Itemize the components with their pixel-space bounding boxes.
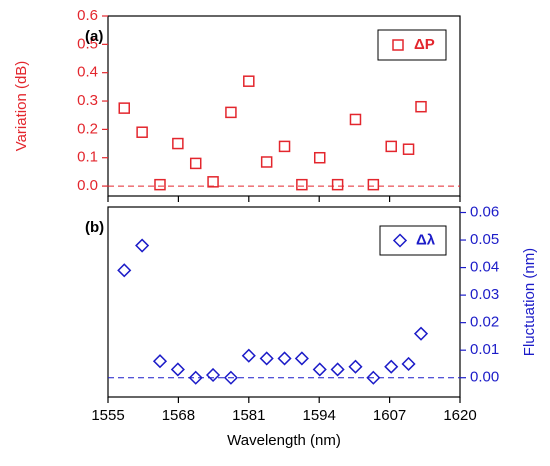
marker <box>294 351 309 366</box>
marker <box>385 140 397 153</box>
marker <box>384 359 399 374</box>
y-tick-label: 0.3 <box>77 92 98 109</box>
legend-box <box>377 29 447 61</box>
marker <box>331 178 344 191</box>
marker <box>348 359 363 374</box>
marker <box>296 178 308 191</box>
x-tick-label: 1568 <box>162 407 195 424</box>
x-tick-label: 1594 <box>303 407 336 424</box>
plot-frame <box>107 206 461 398</box>
marker <box>401 356 416 372</box>
marker <box>313 151 326 164</box>
x-tick-label: 1620 <box>443 407 476 424</box>
legend-label: ΔP <box>414 36 435 53</box>
panel-label: (b) <box>85 219 104 236</box>
y-tick-label: 0.00 <box>470 369 499 386</box>
marker <box>188 370 203 385</box>
y-tick-label: 0.5 <box>77 35 98 52</box>
marker <box>367 178 380 191</box>
marker <box>277 351 292 366</box>
legend-label: Δλ <box>416 231 436 248</box>
marker <box>136 126 148 138</box>
marker <box>205 367 221 383</box>
x-axis-label: Wavelength (nm) <box>227 432 341 449</box>
x-tick-label: 1555 <box>91 407 124 424</box>
marker <box>189 157 202 170</box>
y-axis-label: Variation (dB) <box>13 61 30 152</box>
y-tick-label: 0.2 <box>77 120 98 137</box>
marker <box>223 370 238 385</box>
marker <box>243 75 255 87</box>
y-tick-label: 0.05 <box>470 231 499 248</box>
plot-frame <box>107 15 461 197</box>
marker <box>170 362 185 377</box>
y-tick-label: 0.06 <box>470 203 499 220</box>
y-tick-label: 0.01 <box>470 341 499 358</box>
y-tick-label: 0.1 <box>77 149 98 166</box>
legend-marker <box>392 39 404 51</box>
x-tick-label: 1581 <box>232 407 265 424</box>
marker <box>118 102 130 114</box>
marker <box>349 113 362 126</box>
y-tick-label: 0.04 <box>470 259 499 276</box>
panel-label: (a) <box>85 28 103 45</box>
marker <box>278 140 291 153</box>
y-tick-label: 0.03 <box>470 286 499 303</box>
marker <box>207 176 219 188</box>
marker <box>415 100 427 113</box>
legend-box <box>379 225 447 256</box>
y-tick-label: 0.02 <box>470 314 499 331</box>
marker <box>152 354 168 369</box>
marker <box>402 143 415 155</box>
legend-marker <box>392 233 408 248</box>
x-tick-label: 1607 <box>373 407 406 424</box>
marker <box>259 351 274 366</box>
marker <box>117 263 132 278</box>
y-tick-label: 0.6 <box>77 7 98 24</box>
marker <box>260 156 273 168</box>
marker <box>225 106 237 119</box>
y-axis-label: Fluctuation (nm) <box>521 248 538 356</box>
marker <box>172 137 184 150</box>
marker <box>312 362 327 377</box>
y-tick-label: 0.0 <box>77 177 98 194</box>
marker <box>413 326 429 341</box>
marker <box>241 348 256 363</box>
marker <box>135 238 150 253</box>
marker <box>154 178 166 191</box>
marker <box>366 370 381 385</box>
y-tick-label: 0.4 <box>77 64 98 81</box>
marker <box>330 362 345 377</box>
